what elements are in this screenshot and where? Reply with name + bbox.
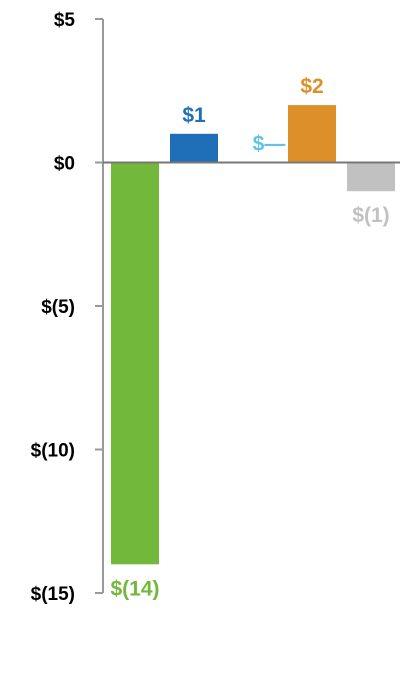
y-tick-label: $(15) <box>31 584 75 605</box>
y-axis-ticks: $5 $0 $(5) $(10) $(15) <box>31 10 103 605</box>
bar <box>111 162 159 565</box>
data-labels: $(14) $1 $— $2 $(1) <box>110 75 389 600</box>
bar <box>170 133 218 163</box>
bar-value-label: $1 <box>182 104 206 127</box>
bar-value-label: $— <box>253 133 286 156</box>
bar-value-label: $2 <box>300 75 323 98</box>
bar-value-label: $(1) <box>352 204 389 227</box>
y-tick-label: $(5) <box>41 297 75 318</box>
bar <box>347 162 395 192</box>
y-tick-label: $5 <box>54 10 76 31</box>
bar <box>288 105 336 163</box>
y-tick-label: $0 <box>54 154 75 175</box>
y-tick-label: $(10) <box>31 441 75 462</box>
bar-value-label: $(14) <box>110 577 159 600</box>
bars <box>111 105 395 565</box>
